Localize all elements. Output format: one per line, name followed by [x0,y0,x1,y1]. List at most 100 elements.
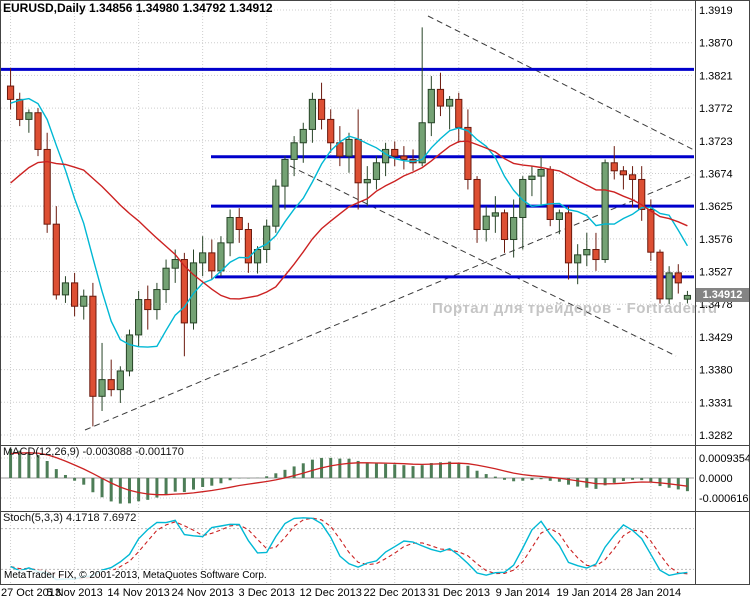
candle-body [372,162,381,180]
candle-body [574,254,582,264]
candle-body [71,282,79,307]
date-label: 14 Nov 2013 [107,587,169,599]
candle-body [34,112,42,150]
candle-body [25,112,33,120]
candle-body [592,249,600,261]
candle-body [153,289,161,311]
candle-body [144,299,152,311]
candle-body [391,148,399,157]
candle-body [345,138,353,157]
candle-body [665,272,673,300]
candle-body [52,223,60,296]
stoch-main-line [10,517,688,581]
candle-body [43,148,51,225]
candle-body [464,126,472,180]
candle-body [272,185,280,227]
candle-body [537,168,545,177]
ma-fast-line [10,97,689,348]
candle-body [555,212,563,220]
candle-body [473,178,481,231]
candle-body [299,128,307,144]
price-tick: 1.3772 [699,103,733,115]
candle-body [317,98,326,120]
candle-body [61,282,70,296]
stoch-values: 4.1718 7.6972 [65,512,137,524]
current-price-tag: 1.34912 [696,288,749,302]
price-tick: 1.3282 [699,430,733,442]
date-label: 12 Dec 2013 [300,587,362,599]
candle-body [619,170,627,176]
trendline[interactable] [84,174,695,431]
price-tick: 1.3331 [699,397,733,409]
price-tick: 1.3870 [699,38,733,50]
price-axis: 1.3919 1.3870 1.3821 1.3772 1.3723 1.3674 1.36… [699,5,733,442]
candle-body [446,98,454,107]
date-label: 27 Oct 2013 [1,587,61,599]
macd-axis-tick: 0.0009354 [699,453,750,465]
stoch-signal-line [10,517,688,580]
candle-body [510,216,518,241]
macd-histogram [9,449,689,504]
price-tick: 1.3429 [699,332,733,344]
date-label: 5 Nov 2013 [46,587,102,599]
candle-body [308,98,317,130]
candle-body [500,212,509,241]
price-tick: 1.3723 [699,136,733,148]
candle-body [400,155,408,160]
candle-body [519,178,527,218]
macd-axis-tick: 0.0000 [699,473,733,485]
macd-indicator-label: MACD(12,26,9) -0.003088 -0.001170 [3,446,184,458]
candle-body [217,242,225,272]
candle-body [208,252,216,272]
candle-body [263,225,271,251]
candle-body [610,162,618,172]
candle-body [564,212,573,264]
candle-body [135,299,143,336]
candle-body [89,295,97,397]
candle-body [226,216,234,244]
candles [6,27,692,427]
ma-slow-line [10,140,688,300]
candle-body [436,88,445,107]
price-tick: 1.3821 [699,70,733,82]
candle-body [281,158,289,187]
macd-values: -0.003088 -0.001170 [82,446,184,458]
date-label: 22 Dec 2013 [364,587,426,599]
candle-body [418,122,426,164]
date-label: 9 Jan 2014 [496,587,550,599]
macd-signal-line [10,452,688,496]
candle-body [656,251,664,300]
date-label: 31 Dec 2013 [428,587,490,599]
candle-body [6,85,15,100]
candle-body [327,118,335,144]
price-tick: 1.3576 [699,234,733,246]
candle-body [244,229,252,264]
price-tick: 1.3674 [699,168,733,180]
candle-body [546,168,554,220]
candle-body [647,208,655,253]
candle-body [354,138,362,184]
candle-body [116,370,124,391]
candle-body [171,259,179,269]
candle-body [363,178,371,184]
candle-body [638,178,646,210]
price-tick: 1.3527 [699,267,733,279]
candle-body [601,162,609,261]
candle-body [125,334,134,372]
date-label: 28 Jan 2014 [621,587,682,599]
candle-body [180,259,188,324]
watermark: Портал для трейдеров - Fortrader.ru [432,300,718,317]
trendline[interactable] [289,165,677,357]
stoch-name: Stoch(5,3,3) [3,512,63,524]
price-tick: 1.3380 [699,365,733,377]
date-label: 3 Dec 2013 [239,587,295,599]
copyright-text: MetaTrader FIX, © 2001-2013, MetaQuotes … [2,570,269,581]
chart-symbol-title: EURUSD,Daily 1.34856 1.34980 1.34792 1.3… [3,1,273,15]
candle-body [16,98,24,120]
candle-body [80,295,88,307]
candle-body [235,216,243,231]
candle-body [583,249,591,256]
candle-body [628,174,637,180]
